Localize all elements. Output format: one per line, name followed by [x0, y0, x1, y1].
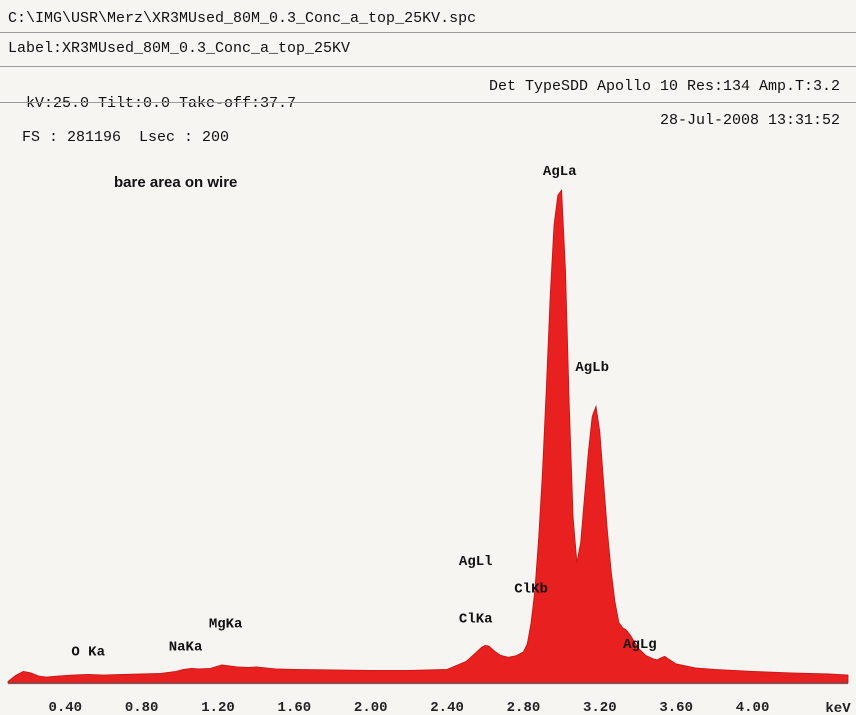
x-axis-unit-label: keV [825, 701, 851, 715]
header-divider [0, 102, 856, 103]
peak-label: MgKa [209, 617, 243, 633]
fs-lsec-text: FS : 281196 Lsec : 200 [22, 129, 230, 146]
x-tick-label: 0.80 [125, 700, 159, 715]
peak-label: AgLb [575, 360, 609, 376]
peak-label: AgLa [543, 164, 577, 180]
peak-label: NaKa [169, 639, 203, 655]
peak-label: ClKa [459, 612, 493, 628]
acquisition-params-row: kV:25.0 Tilt:0.0 Take-off:37.7 Det TypeS… [8, 78, 848, 129]
x-tick-label: 1.20 [201, 700, 235, 715]
header-divider [0, 66, 856, 67]
x-tick-label: 3.20 [583, 700, 617, 715]
chart-annotation: bare area on wire [114, 174, 237, 191]
beam-params-text: kV:25.0 Tilt:0.0 Take-off:37.7 [26, 95, 297, 112]
x-tick-label: 3.60 [659, 700, 693, 715]
peak-label: AgLl [459, 554, 493, 570]
file-path-text: C:\IMG\USR\Merz\XR3MUsed_80M_0.3_Conc_a_… [8, 10, 477, 27]
detector-params-text: Det TypeSDD Apollo 10 Res:134 Amp.T:3.2 [488, 78, 840, 95]
x-tick-label: 2.00 [354, 700, 388, 715]
spectrum-label-text: Label:XR3MUsed_80M_0.3_Conc_a_top_25KV [8, 40, 351, 57]
x-tick-label: 4.00 [736, 700, 770, 715]
spectrum-area [7, 188, 849, 684]
acquisition-status-row: FS : 281196 Lsec : 200 28-Jul-2008 13:31… [4, 112, 846, 163]
header-divider [0, 32, 856, 33]
peak-label: AgLg [623, 637, 657, 653]
peak-label: O Ka [71, 644, 105, 660]
x-tick-label: 0.40 [48, 700, 82, 715]
x-tick-label: 2.40 [430, 700, 464, 715]
x-tick-label: 2.80 [507, 700, 541, 715]
x-tick-label: 1.60 [278, 700, 312, 715]
datetime-text: 28-Jul-2008 13:31:52 [659, 112, 840, 129]
peak-label: ClKb [514, 581, 548, 597]
